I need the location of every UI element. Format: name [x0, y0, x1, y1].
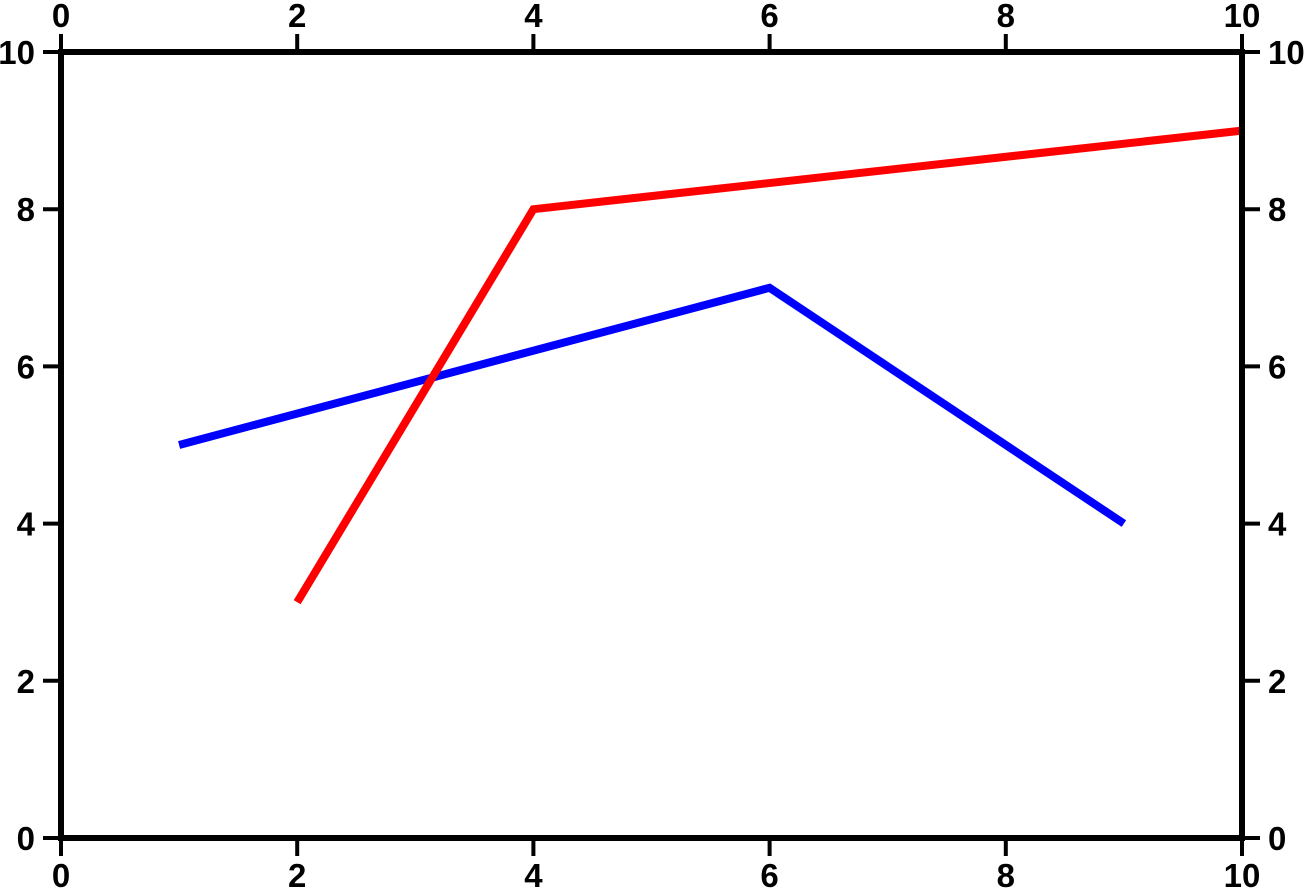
y-tick-label-left: 10	[0, 34, 35, 71]
x-tick-label-top: 4	[524, 0, 543, 34]
y-tick-label-right: 6	[1268, 348, 1286, 385]
x-tick-label-top: 10	[1224, 0, 1261, 34]
y-tick-label-left: 4	[17, 506, 36, 543]
series-red-line	[293, 126, 1243, 605]
y-tick-label-left: 8	[17, 191, 35, 228]
x-tick-label-top: 8	[997, 0, 1015, 34]
x-tick-label-bottom: 2	[288, 857, 306, 892]
y-tick-label-left: 0	[17, 820, 35, 857]
y-tick-label-right: 8	[1268, 191, 1286, 228]
y-tick-label-right: 2	[1268, 663, 1286, 700]
x-tick-label-top: 6	[760, 0, 778, 34]
x-tick-label-bottom: 10	[1224, 857, 1261, 892]
x-tick-label-bottom: 0	[52, 857, 70, 892]
series-blue-line	[178, 283, 1127, 527]
x-tick-label-top: 2	[288, 0, 306, 34]
y-tick-label-left: 2	[17, 663, 35, 700]
y-tick-label-left: 6	[17, 348, 35, 385]
y-tick-label-right: 0	[1268, 820, 1286, 857]
x-tick-label-top: 0	[52, 0, 70, 34]
y-tick-label-right: 10	[1268, 34, 1305, 71]
x-tick-label-bottom: 8	[997, 857, 1015, 892]
axes-frame	[58, 49, 1245, 841]
x-tick-label-bottom: 6	[760, 857, 778, 892]
x-tick-label-bottom: 4	[524, 857, 543, 892]
y-tick-label-right: 4	[1268, 506, 1287, 543]
